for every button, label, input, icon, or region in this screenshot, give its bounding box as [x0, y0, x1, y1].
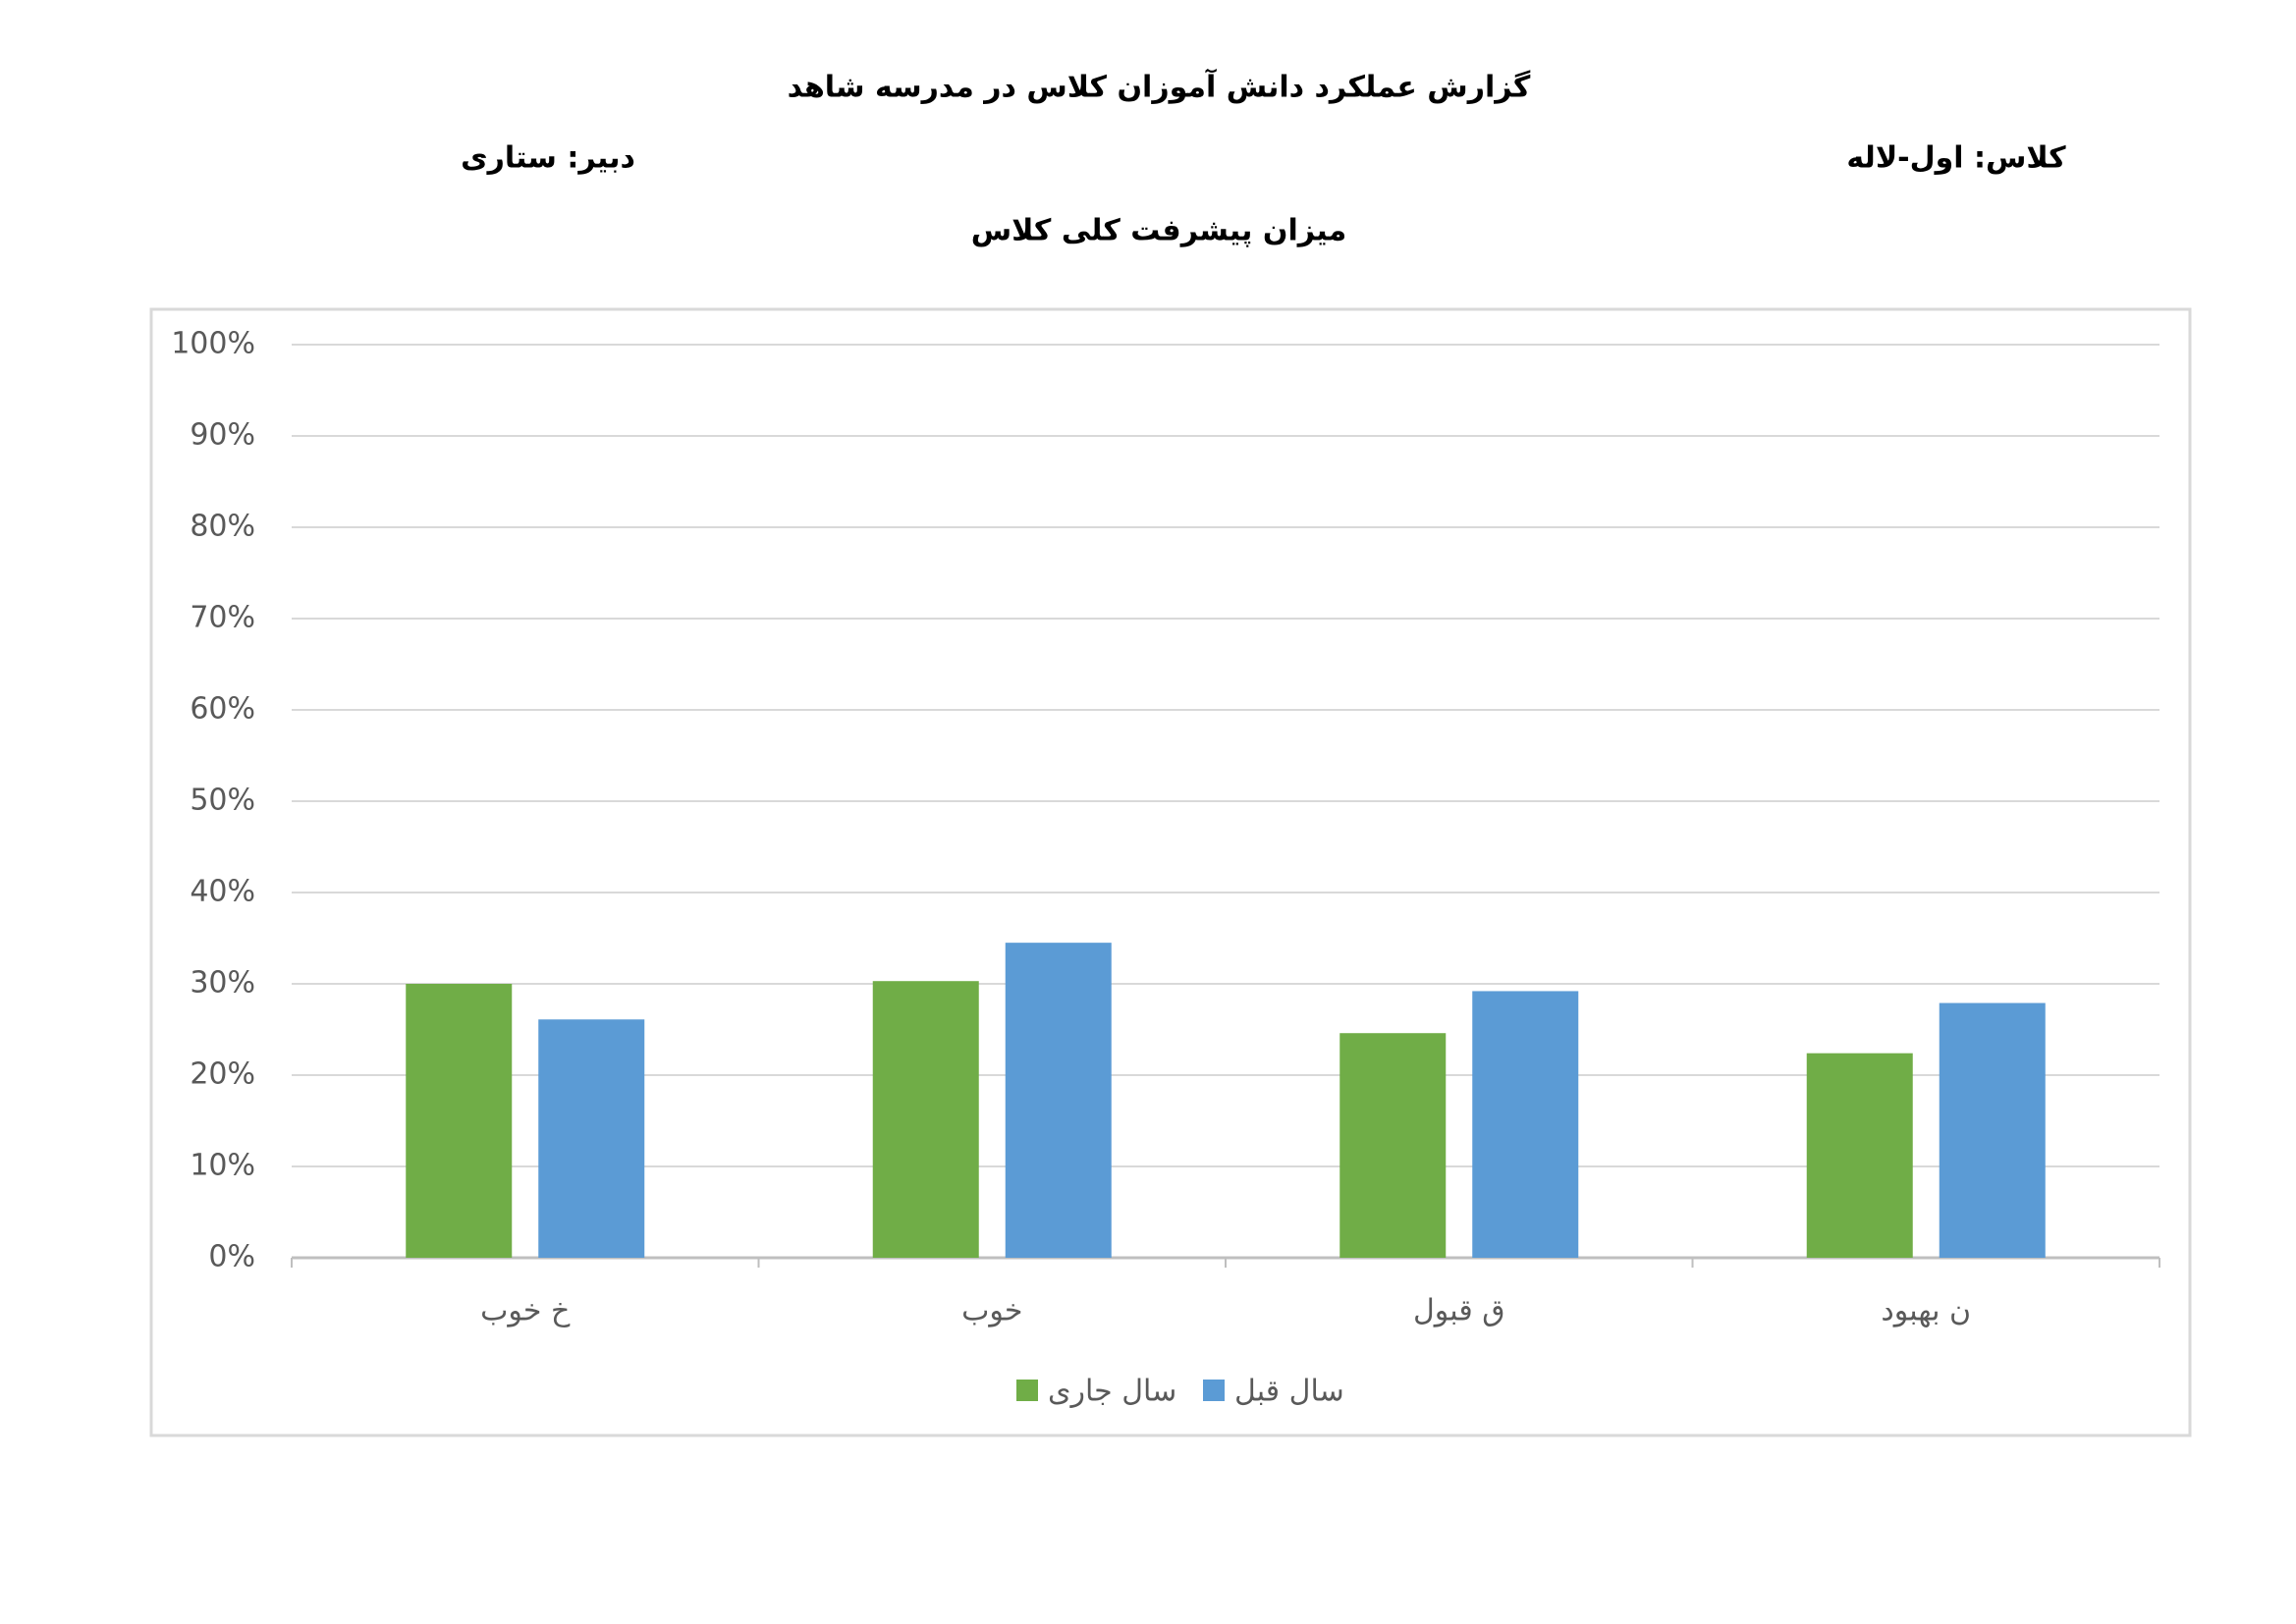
x-tick-label: خ خوب [480, 1294, 571, 1328]
y-tick-label: 20% [190, 1057, 255, 1092]
bar [1472, 991, 1579, 1258]
legend-marker [1203, 1380, 1225, 1401]
bar [1005, 943, 1112, 1258]
x-tick-label: ق قبول [1413, 1294, 1505, 1328]
class-name: کلاس: اول-لاله [1846, 141, 2066, 176]
y-tick-label: 50% [190, 784, 255, 818]
y-tick-label: 70% [190, 601, 255, 635]
report-title: گزارش عملکرد دانش آموزان کلاس در مدرسه ش… [788, 69, 1531, 105]
x-tick-label: خوب [961, 1294, 1022, 1328]
chart-title: میزان پیشرفت کلی کلاس [971, 214, 1346, 248]
chart-frame [149, 307, 2192, 1437]
bar [1806, 1053, 1913, 1258]
y-tick-label: 0% [208, 1240, 255, 1274]
legend-label: سال قبل [1234, 1375, 1344, 1409]
bar [406, 984, 513, 1258]
bar [1339, 1033, 1447, 1258]
legend-label: سال جاری [1048, 1375, 1176, 1409]
y-tick-label: 30% [190, 966, 255, 1001]
y-tick-label: 80% [190, 510, 255, 544]
bar [538, 1019, 645, 1258]
teacher: دبیر: ستاری [461, 141, 635, 176]
y-tick-label: 10% [190, 1149, 255, 1183]
x-tick-label: ن بهبود [1881, 1294, 1971, 1328]
bar [872, 981, 979, 1258]
y-tick-label: 60% [190, 692, 255, 727]
y-tick-label: 90% [190, 418, 255, 453]
y-tick-label: 40% [190, 875, 255, 909]
legend-marker [1016, 1380, 1038, 1401]
y-tick-label: 100% [171, 327, 255, 361]
bar [1939, 1002, 2046, 1258]
